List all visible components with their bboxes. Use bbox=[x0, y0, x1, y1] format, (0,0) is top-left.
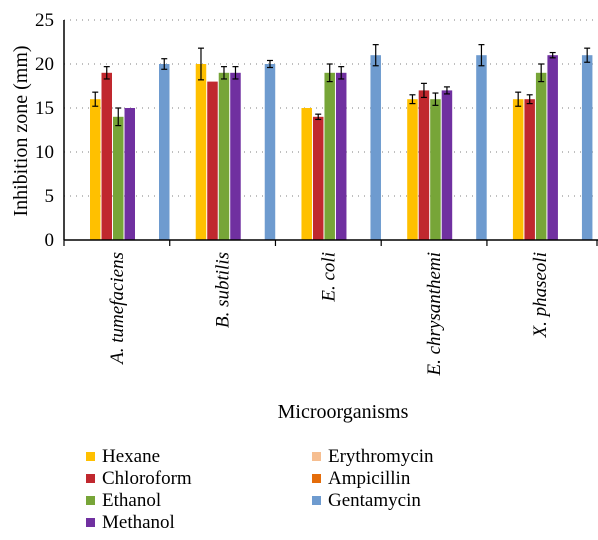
bar bbox=[324, 72, 335, 240]
y-tick-label: 20 bbox=[35, 54, 54, 75]
x-tick-label: B. subtilis bbox=[213, 252, 234, 328]
bar bbox=[418, 90, 430, 241]
x-tick-labels: A. tumefaciens B. subtilis E. coli E. chrys… bbox=[107, 252, 551, 376]
bar bbox=[535, 72, 547, 240]
y-tick-label: 25 bbox=[35, 10, 54, 31]
x-tick-label: E. coli bbox=[318, 252, 339, 303]
gridlines bbox=[64, 19, 598, 197]
bar bbox=[218, 72, 230, 240]
legend-label: Ampicillin bbox=[328, 468, 411, 489]
bar bbox=[230, 72, 241, 240]
x-tick-label: X. phaseoli bbox=[530, 252, 551, 339]
legend-label: Methanol bbox=[102, 512, 175, 533]
legend-label: Hexane bbox=[102, 446, 160, 467]
legend-swatch bbox=[86, 452, 95, 461]
bar bbox=[512, 99, 524, 240]
legend-swatch bbox=[86, 474, 95, 483]
bar bbox=[101, 72, 112, 240]
x-tick-label: A. tumefaciens bbox=[107, 252, 128, 366]
bar bbox=[264, 64, 276, 240]
bar bbox=[524, 99, 535, 240]
bar bbox=[90, 99, 101, 240]
legend-label: Gentamycin bbox=[328, 490, 421, 511]
legend-swatch bbox=[86, 518, 95, 527]
y-tick-labels: 0 5 10 15 20 25 bbox=[35, 10, 54, 251]
legend-label: Erythromycin bbox=[328, 446, 434, 467]
bars bbox=[90, 44, 593, 241]
y-tick-label: 10 bbox=[35, 142, 54, 163]
bar bbox=[207, 81, 218, 240]
bar bbox=[476, 55, 487, 241]
bar bbox=[581, 55, 593, 241]
bar bbox=[195, 64, 207, 240]
bar bbox=[430, 99, 441, 240]
legend-swatch bbox=[312, 496, 321, 505]
x-tick-label: E. chrysanthemi bbox=[424, 252, 445, 376]
bar bbox=[370, 55, 381, 241]
legend-label: Ethanol bbox=[102, 490, 161, 511]
bar bbox=[547, 55, 558, 241]
y-tick-label: 0 bbox=[45, 230, 55, 251]
y-tick-label: 15 bbox=[35, 98, 54, 119]
legend-swatch bbox=[86, 496, 95, 505]
bar bbox=[335, 72, 347, 240]
legend-label: Chloroform bbox=[102, 468, 192, 489]
axes bbox=[63, 20, 598, 246]
bar bbox=[124, 108, 135, 240]
legend-swatch bbox=[312, 474, 321, 483]
bar bbox=[159, 64, 170, 240]
y-tick-label: 5 bbox=[45, 186, 55, 207]
x-axis-label: Microorganisms bbox=[278, 401, 409, 423]
bar bbox=[113, 116, 124, 240]
bar bbox=[312, 116, 324, 240]
bar bbox=[407, 99, 418, 240]
y-axis-label: Inhibition zone (mm) bbox=[10, 45, 32, 216]
legend-swatch bbox=[312, 452, 321, 461]
bar bbox=[301, 108, 312, 240]
bar bbox=[441, 90, 453, 241]
